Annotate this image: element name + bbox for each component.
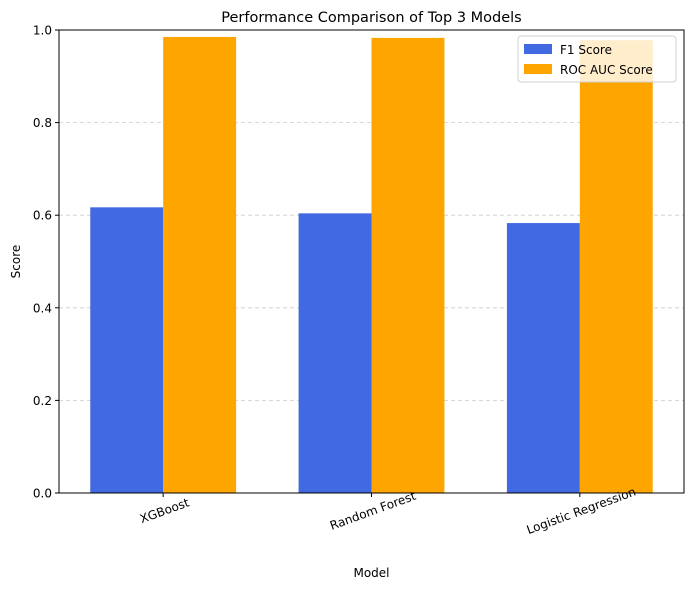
bar-roc-auc-0 xyxy=(163,36,237,493)
legend-swatch xyxy=(524,64,552,74)
bar-f1-0 xyxy=(90,207,164,494)
chart-title: Performance Comparison of Top 3 Models xyxy=(221,10,522,26)
y-tick-label: 0.8 xyxy=(33,116,52,130)
legend-box xyxy=(517,35,677,83)
legend: F1 Score ROC AUC Score xyxy=(517,35,677,83)
bar-f1-1 xyxy=(298,213,372,493)
bar-f1-2 xyxy=(506,223,580,494)
legend-swatch xyxy=(524,44,552,54)
bar-roc-auc-1 xyxy=(371,37,445,493)
bar-roc-auc-2 xyxy=(579,40,653,493)
x-tick-label: Random Forest xyxy=(328,489,418,533)
legend-label: F1 Score xyxy=(560,43,612,57)
y-axis-label: Score xyxy=(9,245,23,279)
y-tick-label: 0.4 xyxy=(33,301,52,315)
x-axis-label: Model xyxy=(353,566,389,580)
bars xyxy=(90,36,653,494)
legend-label: ROC AUC Score xyxy=(560,63,653,77)
y-tick-label: 1.0 xyxy=(33,24,52,38)
axes xyxy=(55,29,685,497)
x-tick-label: XGBoost xyxy=(138,495,191,526)
y-tick-labels: 0.0 0.2 0.4 0.6 0.8 1.0 xyxy=(33,24,52,501)
y-tick-label: 0.0 xyxy=(33,487,52,501)
y-tick-label: 0.6 xyxy=(33,209,52,223)
y-tick-label: 0.2 xyxy=(33,394,52,408)
